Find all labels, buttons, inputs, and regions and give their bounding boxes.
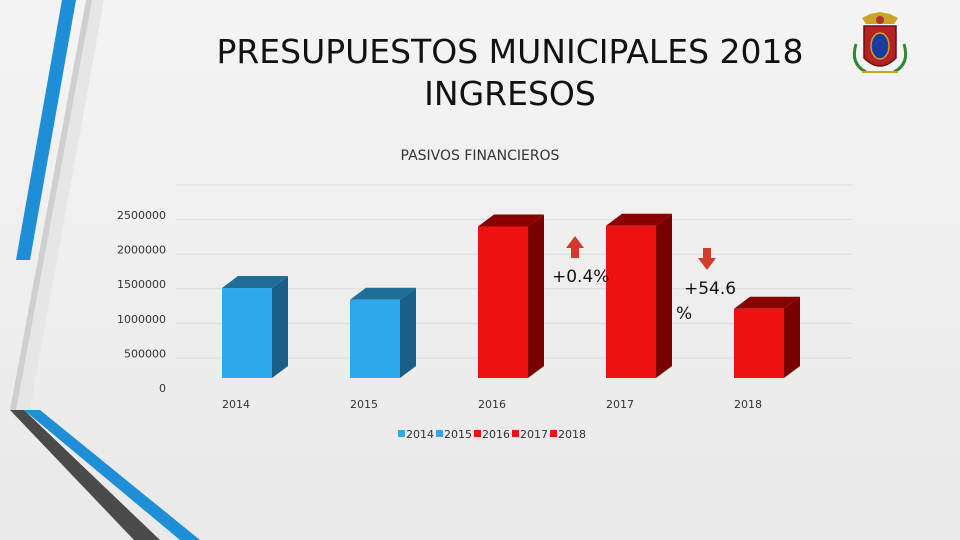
stripe-blue xyxy=(16,0,76,260)
y-tick-label: 1000000 xyxy=(117,313,166,326)
stripe-grey xyxy=(10,0,92,410)
annotation-down: +54.6% xyxy=(676,248,736,324)
legend-label: 2014 xyxy=(406,428,434,441)
bar-top xyxy=(478,214,544,227)
legend-item: 2018 xyxy=(550,428,586,441)
bar-side xyxy=(784,296,800,378)
bar-2016 xyxy=(478,214,544,378)
x-tick-label: 2014 xyxy=(222,398,250,411)
chart-legend: 2014 2015 2016 2017 2018 xyxy=(398,428,586,441)
legend-item: 2014 xyxy=(398,428,434,441)
annotation-text-up: +0.4% xyxy=(552,267,609,287)
stripe-blue-diagonal xyxy=(24,410,200,540)
y-axis: 0 500000 1000000 1500000 2000000 2500000 xyxy=(117,209,166,395)
annotation-up: +0.4% xyxy=(552,236,609,287)
bar-face xyxy=(478,226,528,378)
arrow-down-icon xyxy=(698,248,716,270)
arrow-up-icon xyxy=(566,236,584,258)
legend-swatch xyxy=(512,430,519,437)
bar-2014 xyxy=(222,276,288,378)
x-tick-label: 2015 xyxy=(350,398,378,411)
legend-swatch xyxy=(550,430,557,437)
legend-label: 2016 xyxy=(482,428,510,441)
bar-face xyxy=(606,225,656,378)
legend-label: 2018 xyxy=(558,428,586,441)
bar-side xyxy=(272,276,288,378)
bar-face xyxy=(350,299,400,378)
legend-swatch xyxy=(436,430,443,437)
slide-title-line2: INGRESOS xyxy=(424,74,596,113)
y-tick-label: 0 xyxy=(159,382,166,395)
bar-face xyxy=(734,308,784,378)
legend-item: 2016 xyxy=(474,428,510,441)
bar-side xyxy=(528,214,544,378)
legend-item: 2017 xyxy=(512,428,548,441)
legend-swatch xyxy=(398,430,405,437)
stripe-light xyxy=(14,0,104,420)
legend-swatch xyxy=(474,430,481,437)
chart-title: PASIVOS FINANCIEROS xyxy=(400,148,560,164)
slide-title-line1: PRESUPUESTOS MUNICIPALES 2018 xyxy=(216,32,804,71)
bar-top xyxy=(222,276,288,289)
annotation-text-down-line2: % xyxy=(676,304,692,324)
bar-2018 xyxy=(734,296,800,378)
bar-top xyxy=(606,213,672,226)
x-tick-label: 2017 xyxy=(606,398,634,411)
y-tick-label: 2000000 xyxy=(117,244,166,257)
annotation-text-down-line1: +54.6 xyxy=(684,279,736,299)
bar-series xyxy=(222,213,800,378)
bar-side xyxy=(400,287,416,378)
bar-side xyxy=(656,213,672,378)
chart-annotations: +0.4% +54.6% xyxy=(552,236,736,324)
bar-face xyxy=(222,288,272,378)
x-tick-label: 2018 xyxy=(734,398,762,411)
y-tick-label: 1500000 xyxy=(117,278,166,291)
bar-top xyxy=(734,296,800,309)
decorative-stripes xyxy=(10,0,200,540)
y-tick-label: 500000 xyxy=(124,347,166,360)
x-axis: 2014 2015 2016 2017 2018 xyxy=(222,398,762,411)
bar-2015 xyxy=(350,287,416,378)
bar-2017 xyxy=(606,213,672,378)
y-tick-label: 2500000 xyxy=(117,209,166,222)
legend-item: 2015 xyxy=(436,428,472,441)
legend-label: 2015 xyxy=(444,428,472,441)
x-tick-label: 2016 xyxy=(478,398,506,411)
coat-of-arms-logo xyxy=(852,12,908,74)
legend-label: 2017 xyxy=(520,428,548,441)
stripe-dark-diagonal xyxy=(10,410,160,540)
bar-top xyxy=(350,287,416,300)
